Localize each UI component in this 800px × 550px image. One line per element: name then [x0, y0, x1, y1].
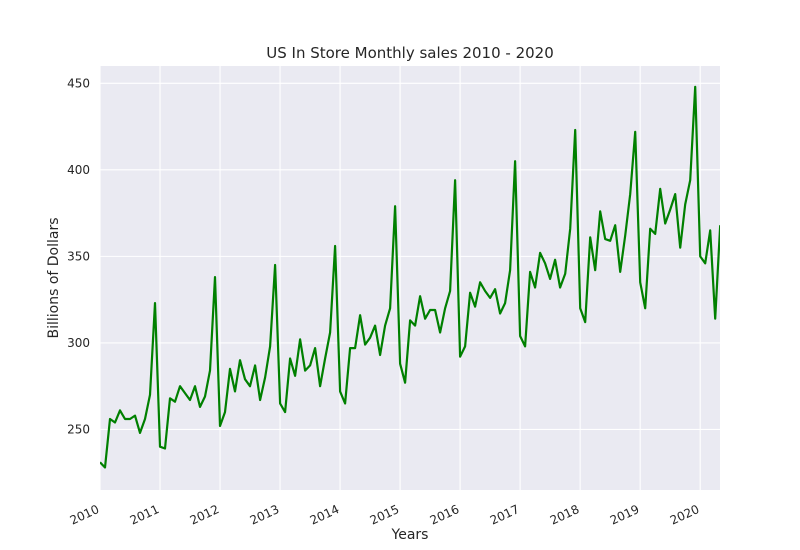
series-layer: [100, 85, 720, 469]
x-tick-label: 2011: [128, 502, 162, 528]
plot-area: [100, 66, 720, 490]
x-tick-label: 2019: [608, 502, 642, 528]
y-tick-label: 250: [67, 422, 90, 436]
y-tick-label: 400: [67, 163, 90, 177]
x-axis-ticks: 2010 2011 2012 2013 2014 2015 2016 2017 2018 2019…: [68, 502, 702, 528]
x-tick-label: 2014: [308, 502, 342, 528]
x-axis-label: Years: [391, 527, 429, 543]
series-line-0: [100, 85, 720, 469]
chart-title: US In Store Monthly sales 2010 - 2020: [266, 44, 554, 62]
x-tick-label: 2016: [428, 502, 462, 528]
x-tick-label: 2017: [488, 502, 522, 528]
y-tick-label: 300: [67, 336, 90, 350]
x-tick-label: 2012: [188, 502, 222, 528]
y-tick-label: 450: [67, 76, 90, 90]
x-tick-label: 2013: [248, 502, 282, 528]
x-tick-label: 2015: [368, 502, 402, 528]
x-tick-label: 2018: [548, 502, 582, 528]
x-tick-label: 2010: [68, 502, 102, 528]
x-tick-label: 2020: [668, 502, 702, 528]
y-axis-label: Billions of Dollars: [46, 217, 62, 338]
y-axis-ticks: 250 300 350 400 450: [67, 76, 90, 436]
y-tick-label: 350: [67, 249, 90, 263]
